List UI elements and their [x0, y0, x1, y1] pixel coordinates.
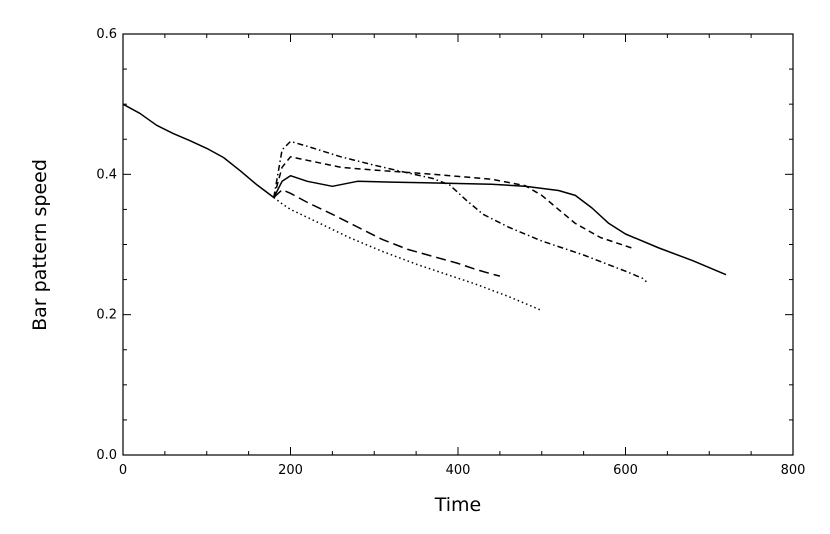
- series-group: [122, 103, 727, 312]
- x-axis-label: Time: [434, 494, 482, 516]
- y-tick-label: 0.4: [96, 167, 117, 182]
- y-tick-label: 0.6: [96, 27, 117, 42]
- tick-labels: 0 200 400 600 800 0.0 0.2 0.4 0.6: [96, 27, 805, 478]
- series-line-dotted: [273, 196, 543, 312]
- x-tick-label: 600: [613, 463, 638, 478]
- series-line-dashed: [273, 156, 635, 250]
- series-line-dash-dot: [273, 140, 647, 283]
- tick-marks: [122, 33, 794, 456]
- y-axis-label: Bar pattern speed: [29, 159, 51, 331]
- series-line-solid: [122, 103, 727, 276]
- x-tick-label: 0: [119, 463, 127, 478]
- y-tick-label: 0.0: [96, 448, 117, 463]
- x-tick-label: 200: [278, 463, 303, 478]
- plot-frame: [122, 33, 794, 456]
- series-line-long-dash: [273, 189, 501, 277]
- y-tick-label: 0.2: [96, 308, 117, 323]
- x-tick-label: 400: [446, 463, 471, 478]
- x-tick-label: 800: [781, 463, 806, 478]
